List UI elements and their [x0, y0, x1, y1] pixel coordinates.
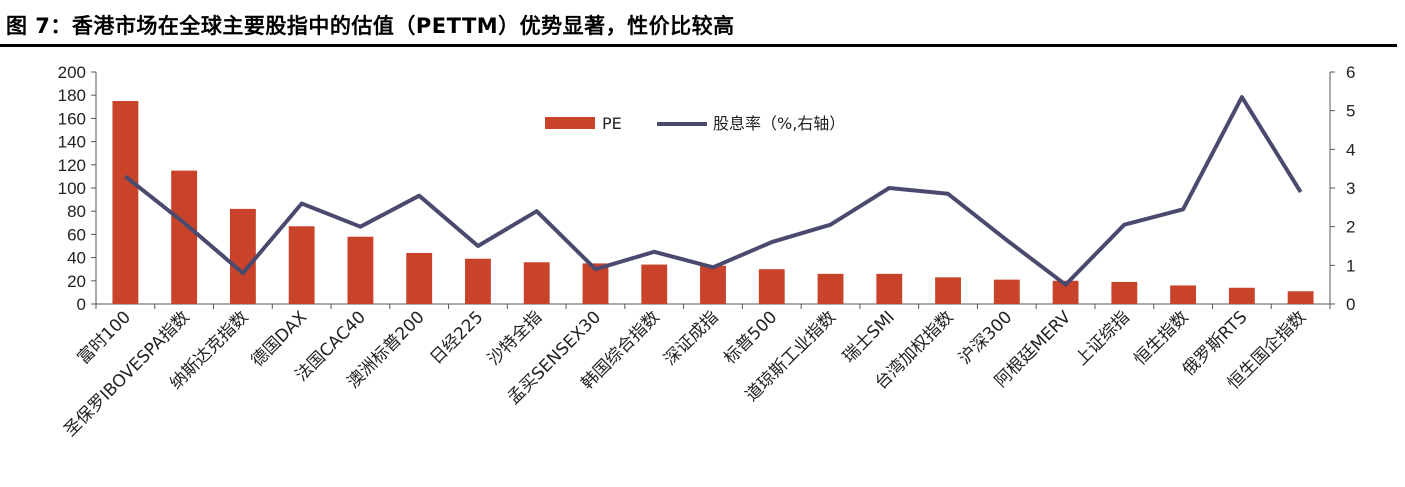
left-tick-label: 140	[58, 133, 86, 152]
dividend-yield-point	[242, 272, 244, 274]
category-label: 富时100	[74, 307, 135, 368]
right-tick-label: 2	[1346, 218, 1355, 237]
dividend-yield-point	[301, 202, 303, 204]
left-tick-label: 20	[67, 272, 86, 291]
dividend-yield-point	[418, 195, 420, 197]
dividend-yield-point	[359, 226, 361, 228]
legend-swatch-pe	[545, 117, 595, 129]
category-label: 日经225	[426, 307, 487, 368]
dividend-yield-point	[712, 266, 714, 268]
left-tick-label: 200	[58, 63, 86, 82]
dividend-yield-point	[830, 224, 832, 226]
legend-label-dividend: 股息率（%,右轴）	[713, 114, 845, 133]
pe-bar	[876, 273, 903, 304]
pe-bar	[935, 277, 961, 304]
category-label: 深证成指	[660, 307, 722, 369]
pe-bar	[1052, 280, 1079, 304]
category-label: 沪深300	[955, 307, 1016, 368]
right-tick-label: 0	[1346, 295, 1355, 314]
pe-bar	[1170, 285, 1197, 304]
pe-bar	[112, 101, 139, 304]
right-tick-label: 5	[1346, 102, 1355, 121]
dividend-yield-point	[771, 241, 773, 243]
left-tick-label: 160	[58, 109, 86, 128]
left-tick-label: 120	[58, 156, 86, 175]
pe-bar	[465, 258, 491, 304]
pe-bar	[700, 265, 726, 304]
category-labels: 富时100圣保罗IBOVESPA指数纳斯达克指数德国DAX法国CAC40澳洲标普…	[60, 307, 1310, 440]
pe-bar	[641, 264, 668, 304]
dividend-yield-point	[1065, 284, 1067, 286]
right-tick-label: 6	[1346, 63, 1355, 82]
right-tick-label: 3	[1346, 179, 1355, 198]
dividend-yield-point	[1182, 208, 1184, 210]
pe-bar	[523, 262, 550, 304]
left-tick-label: 0	[77, 295, 86, 314]
dividend-yield-point	[183, 222, 185, 224]
pe-bar	[406, 252, 433, 304]
pe-bar	[347, 236, 374, 304]
dividend-yield-point	[888, 187, 890, 189]
pe-bar	[1287, 291, 1314, 304]
title-divider	[0, 44, 1397, 47]
figure-title: 图 7：香港市场在全球主要股指中的估值（PETTM）优势显著，性价比较高	[6, 14, 735, 38]
pe-bar	[1228, 287, 1255, 304]
right-tick-label: 4	[1346, 140, 1355, 159]
category-label: 上证综指	[1072, 307, 1134, 369]
category-label: 瑞士SMI	[839, 307, 899, 367]
left-tick-label: 60	[67, 225, 86, 244]
dividend-yield-point	[947, 193, 949, 195]
dividend-yield-point	[477, 245, 479, 247]
pe-bar	[229, 208, 256, 304]
dividend-yield-point	[1006, 239, 1008, 241]
dividend-yield-point	[1241, 96, 1243, 98]
line-series	[124, 95, 1303, 287]
category-label: 标普500	[720, 307, 781, 368]
dividend-yield-point	[536, 210, 538, 212]
pe-bar	[171, 170, 198, 304]
bar-series	[112, 101, 1314, 304]
legend-label-pe: PE	[602, 114, 622, 133]
legend: PE 股息率（%,右轴）	[545, 114, 845, 133]
pe-bar	[817, 273, 844, 304]
pe-bar	[758, 269, 785, 304]
dividend-yield-point	[594, 268, 596, 270]
left-tick-label: 40	[67, 249, 86, 268]
dividend-yield-point	[1123, 224, 1125, 226]
pe-bar	[1111, 281, 1138, 304]
dividend-yield-point	[1300, 191, 1302, 193]
right-tick-label: 1	[1346, 256, 1355, 275]
left-tick-label: 80	[67, 202, 86, 221]
left-tick-label: 100	[58, 179, 86, 198]
dividend-yield-point	[124, 175, 126, 177]
dividend-yield-point	[653, 251, 655, 253]
pe-bar	[288, 226, 315, 304]
pe-bar	[993, 279, 1020, 304]
left-tick-label: 180	[58, 86, 86, 105]
